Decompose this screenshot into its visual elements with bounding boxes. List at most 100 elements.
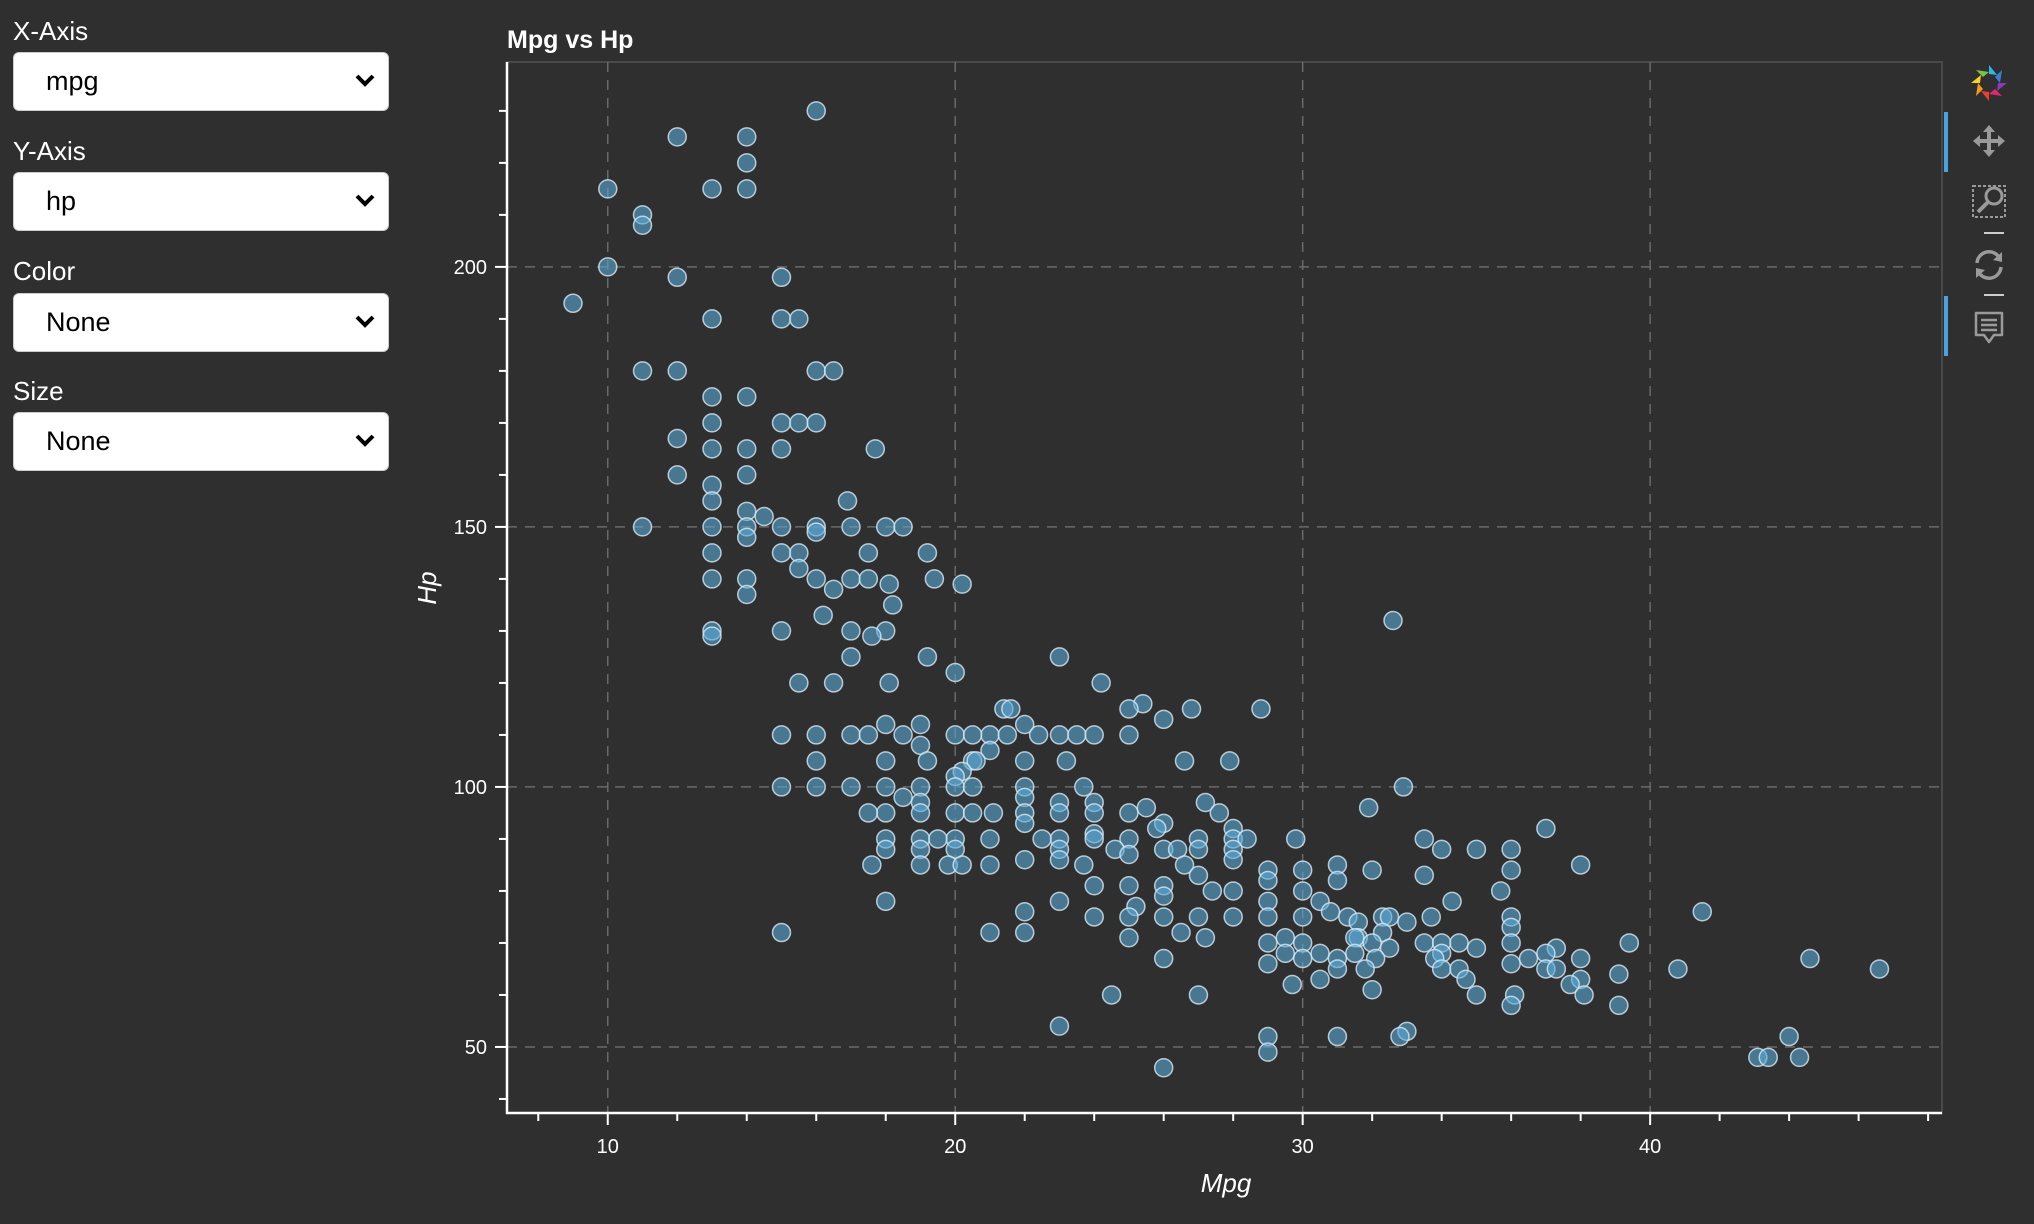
data-point	[858, 725, 879, 745]
data-point	[875, 714, 896, 735]
color-select[interactable]: None	[13, 293, 389, 352]
data-point	[841, 517, 861, 537]
data-point	[966, 751, 986, 771]
data-point	[823, 673, 844, 693]
data-point	[1310, 943, 1330, 964]
data-point	[1570, 948, 1591, 969]
x-tick-label: 20	[944, 1136, 966, 1158]
data-point	[1258, 907, 1278, 927]
data-point	[1067, 725, 1087, 745]
data-point	[702, 309, 722, 329]
data-point	[1049, 803, 1070, 823]
data-point	[837, 491, 858, 511]
data-point	[806, 413, 826, 433]
data-point	[875, 517, 896, 537]
chevron-down-icon	[355, 315, 375, 328]
data-point	[1014, 922, 1035, 943]
data-point	[1546, 959, 1567, 979]
data-point	[945, 803, 965, 823]
data-point	[1431, 839, 1452, 860]
data-point	[736, 127, 757, 147]
data-point	[667, 465, 688, 485]
data-point	[667, 428, 688, 449]
data-point	[997, 725, 1018, 745]
data-point	[893, 787, 913, 808]
data-point	[1379, 938, 1400, 958]
hover-icon	[1974, 311, 2004, 344]
data-point	[702, 543, 722, 563]
data-point	[875, 891, 896, 912]
data-point	[1466, 985, 1487, 1005]
data-point	[1390, 1026, 1410, 1047]
data-point	[917, 647, 938, 667]
data-point	[945, 662, 965, 683]
data-point	[893, 725, 913, 745]
data-point	[789, 413, 809, 433]
data-point	[806, 777, 826, 797]
data-point	[1049, 1016, 1070, 1036]
x-axis-select[interactable]: mpg	[13, 52, 389, 111]
data-point	[736, 527, 757, 548]
x-tick-label: 10	[597, 1136, 619, 1158]
data-point	[806, 361, 826, 381]
data-point	[1084, 875, 1104, 896]
data-point	[1136, 797, 1157, 818]
data-point	[771, 725, 792, 745]
data-point	[980, 829, 1000, 849]
data-point	[962, 777, 983, 797]
data-point	[1574, 985, 1594, 1005]
data-point	[1536, 818, 1556, 839]
data-point	[1188, 907, 1209, 927]
data-point	[1292, 860, 1313, 880]
data-point	[1456, 969, 1476, 990]
data-point	[1560, 974, 1580, 995]
data-point	[632, 361, 653, 381]
pan-active-indicator	[1944, 112, 1948, 172]
data-point	[1014, 714, 1035, 735]
hover-active-indicator	[1944, 296, 1948, 356]
data-point	[736, 153, 757, 173]
size-select[interactable]: None	[13, 412, 389, 471]
data-point	[771, 267, 792, 288]
pan-tool-button[interactable]	[1944, 123, 2034, 159]
data-point	[598, 179, 618, 199]
bokeh-logo[interactable]	[1944, 63, 2034, 103]
box-zoom-tool-button[interactable]	[1944, 183, 2034, 219]
data-point	[806, 569, 826, 589]
data-point	[1188, 985, 1209, 1005]
data-point	[879, 673, 899, 693]
y-axis-label: Hp	[412, 571, 442, 604]
size-label: Size	[13, 376, 64, 406]
data-point	[1758, 1047, 1779, 1068]
data-point	[771, 621, 792, 641]
data-point	[945, 725, 965, 745]
data-point	[858, 569, 879, 589]
data-point	[789, 673, 809, 693]
data-point	[1049, 647, 1070, 667]
data-point	[1049, 725, 1070, 745]
data-point	[771, 517, 792, 537]
reset-tool-button[interactable]	[1944, 247, 2034, 283]
data-point	[1223, 907, 1243, 927]
data-point	[771, 439, 792, 459]
data-point	[945, 777, 965, 797]
data-point	[1119, 844, 1139, 865]
x-axis-label: X-Axis	[13, 16, 89, 46]
data-points	[563, 101, 1890, 1078]
y-axis-select[interactable]: hp	[13, 172, 389, 231]
data-point	[1501, 933, 1521, 953]
data-point	[1174, 855, 1195, 875]
data-point	[1188, 839, 1209, 860]
hover-tool-button[interactable]	[1944, 311, 2034, 345]
data-point	[1292, 948, 1313, 969]
data-point	[910, 714, 931, 735]
data-point	[1310, 969, 1330, 990]
data-point	[1570, 855, 1591, 875]
data-point	[1518, 948, 1539, 969]
data-point	[1355, 959, 1375, 979]
data-point	[1327, 870, 1348, 891]
x-tick-label: 30	[1292, 1136, 1314, 1158]
data-point	[841, 777, 861, 797]
data-point	[667, 267, 688, 288]
